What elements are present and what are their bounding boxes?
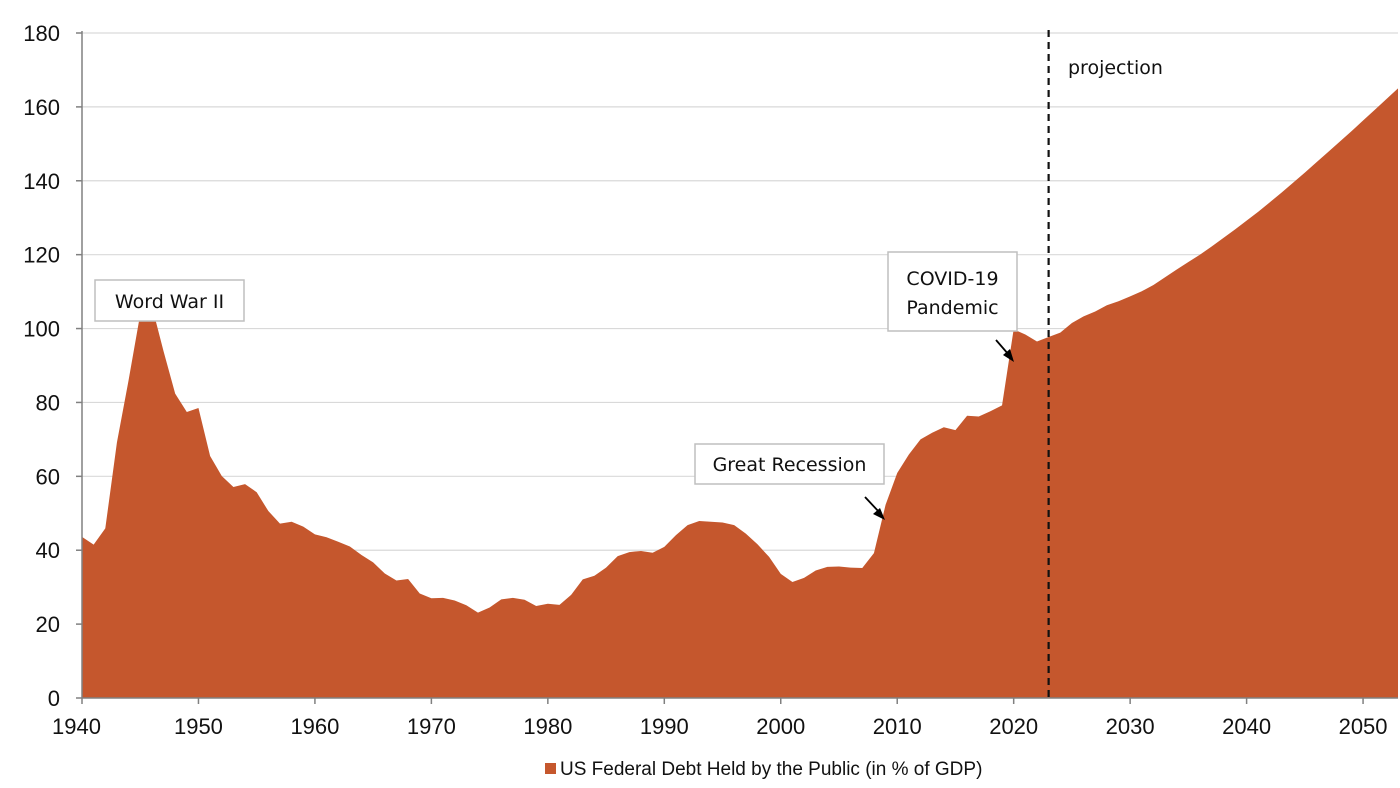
x-tick-label: 1940 [52,714,101,739]
annotation-arrowhead [1003,349,1014,362]
x-tick-label: 1990 [640,714,689,739]
y-tick-label: 0 [48,686,60,711]
annotation-label: Great Recession [713,454,867,476]
x-tick-label: 2050 [1339,714,1388,739]
y-tick-label: 120 [23,243,60,268]
x-tick-label: 1960 [290,714,339,739]
y-tick-label: 20 [36,612,60,637]
legend-swatch [545,763,556,774]
y-tick-label: 40 [36,538,60,563]
x-tick-label: 2030 [1106,714,1155,739]
projection-label: projection [1068,57,1163,79]
x-axis-tick-labels: 1940 1950 1960 1970 1980 1990 2000 2010 2020 2030… [52,714,1388,739]
x-tick-label: 2000 [756,714,805,739]
x-tick-label: 2020 [989,714,1038,739]
debt-area [82,88,1398,699]
legend: US Federal Debt Held by the Public (in %… [545,759,982,780]
annotation-arrowhead [873,508,885,520]
y-tick-label: 160 [23,95,60,120]
legend-label: US Federal Debt Held by the Public (in %… [560,759,982,780]
x-tick-label: 1970 [407,714,456,739]
axes [76,31,1398,704]
x-tick-label: 1980 [523,714,572,739]
y-tick-label: 140 [23,169,60,194]
x-tick-label: 2010 [873,714,922,739]
y-axis-tick-labels: 0 20 40 60 80 100 120 140 160 180 [23,21,60,711]
y-tick-label: 100 [23,317,60,342]
annotation-great-recession: Great Recession [694,443,885,520]
annotation-label-line-2: Pandemic [906,297,998,319]
annotation-box [887,251,1018,332]
y-tick-label: 80 [36,390,60,415]
y-tick-label: 180 [23,21,60,46]
annotation-label-line-1: COVID-19 [906,268,998,290]
annotation-box [694,443,885,485]
annotation-world-war-ii: Word War II [94,279,245,322]
annotation-label: Word War II [115,291,224,313]
x-tick-label: 1950 [174,714,223,739]
annotation-covid-19: COVID-19 Pandemic [887,251,1018,362]
y-tick-label: 60 [36,464,60,489]
x-tick-label: 2040 [1222,714,1271,739]
annotation-box [94,279,245,322]
